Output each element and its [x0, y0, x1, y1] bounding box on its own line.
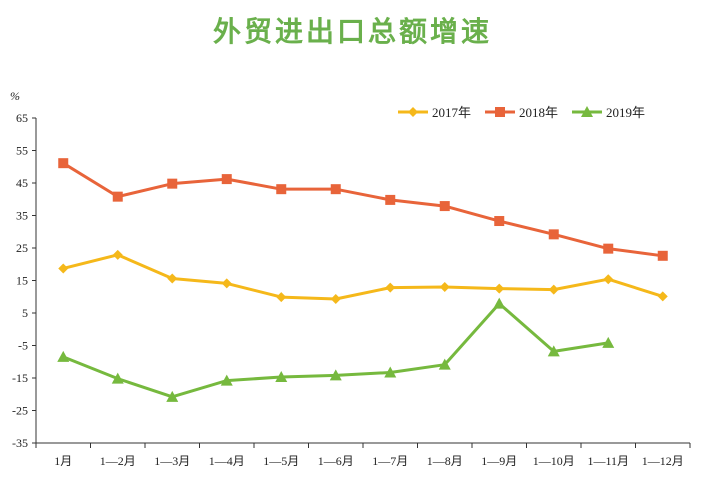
data-point: [385, 194, 396, 205]
data-point: [220, 374, 233, 386]
legend-label: 2018年: [519, 105, 558, 120]
x-tick-label: 1—7月: [372, 454, 408, 468]
legend-item: 2018年: [485, 105, 558, 120]
data-point: [58, 263, 69, 274]
data-point: [548, 284, 559, 295]
chart-title: 外贸进出口总额增速: [212, 15, 492, 48]
x-tick-label: 1—9月: [481, 454, 517, 468]
data-point: [276, 184, 287, 195]
data-point: [602, 336, 615, 348]
data-point: [657, 291, 668, 302]
series-layer: [57, 158, 668, 402]
data-point: [57, 350, 70, 362]
data-point: [438, 358, 451, 370]
data-point: [603, 274, 614, 285]
data-point: [548, 229, 559, 240]
data-point: [329, 369, 342, 381]
series-2: [58, 158, 668, 261]
data-point: [58, 158, 69, 169]
data-point: [385, 282, 396, 293]
x-tick-label: 1—12月: [642, 454, 684, 468]
data-point: [494, 283, 505, 294]
y-tick-label: 65: [16, 111, 28, 125]
data-point: [221, 278, 232, 289]
data-point: [603, 243, 614, 254]
data-point: [112, 191, 123, 202]
x-tick-label: 1—2月: [100, 454, 136, 468]
y-tick-label: -25: [12, 404, 28, 418]
data-point: [167, 178, 178, 189]
x-tick-label: 1—3月: [154, 454, 190, 468]
tick-labels: 65 55 45 35 25 15 5 -5 -15 -25 -35% 1月 1—2月 1—3月 1—4月 1…: [10, 89, 684, 468]
legend-item: 2017年: [398, 105, 471, 120]
data-point: [112, 249, 123, 260]
y-tick-label: 25: [16, 241, 28, 255]
y-tick-label: 45: [16, 176, 28, 190]
y-axis-unit: %: [10, 89, 20, 103]
data-point: [493, 297, 506, 309]
y-tick-label: 15: [16, 274, 28, 288]
legend-label: 2019年: [606, 105, 645, 120]
data-point: [111, 372, 124, 384]
data-point: [439, 282, 450, 292]
y-tick-label: -35: [12, 436, 28, 450]
data-point: [276, 292, 287, 303]
data-point: [439, 201, 450, 212]
data-point: [221, 174, 232, 185]
y-tick-label: 35: [16, 209, 28, 223]
legend: 2017年 2018年 2019年: [398, 105, 645, 120]
data-point: [166, 390, 179, 402]
data-point: [657, 250, 668, 261]
data-point: [384, 366, 397, 378]
axes: [32, 117, 691, 448]
legend-item: 2019年: [572, 105, 645, 120]
data-point: [494, 216, 505, 227]
series-line: [62, 302, 609, 399]
legend-label: 2017年: [432, 105, 471, 120]
series-1: [58, 249, 668, 305]
data-point: [275, 371, 288, 383]
data-point: [330, 184, 341, 195]
y-tick-label: -15: [12, 371, 28, 385]
x-tick-label: 1—10月: [533, 454, 575, 468]
y-tick-label: -5: [18, 339, 28, 353]
x-tick-label: 1—6月: [318, 454, 354, 468]
x-tick-label: 1—11月: [587, 454, 629, 468]
legend-marker: [408, 107, 418, 117]
y-tick-label: 55: [16, 144, 28, 158]
x-tick-label: 1—8月: [427, 454, 463, 468]
series-line: [62, 253, 664, 301]
x-tick-label: 1—5月: [263, 454, 299, 468]
legend-marker: [581, 106, 593, 117]
data-point: [330, 294, 341, 305]
x-tick-label: 1—4月: [209, 454, 245, 468]
x-tick-label: 1月: [54, 454, 72, 468]
data-point: [167, 273, 178, 284]
y-tick-label: 5: [22, 306, 28, 320]
data-point: [547, 345, 560, 357]
series-line: [62, 161, 663, 258]
series-3: [57, 297, 615, 402]
legend-marker: [495, 107, 505, 117]
